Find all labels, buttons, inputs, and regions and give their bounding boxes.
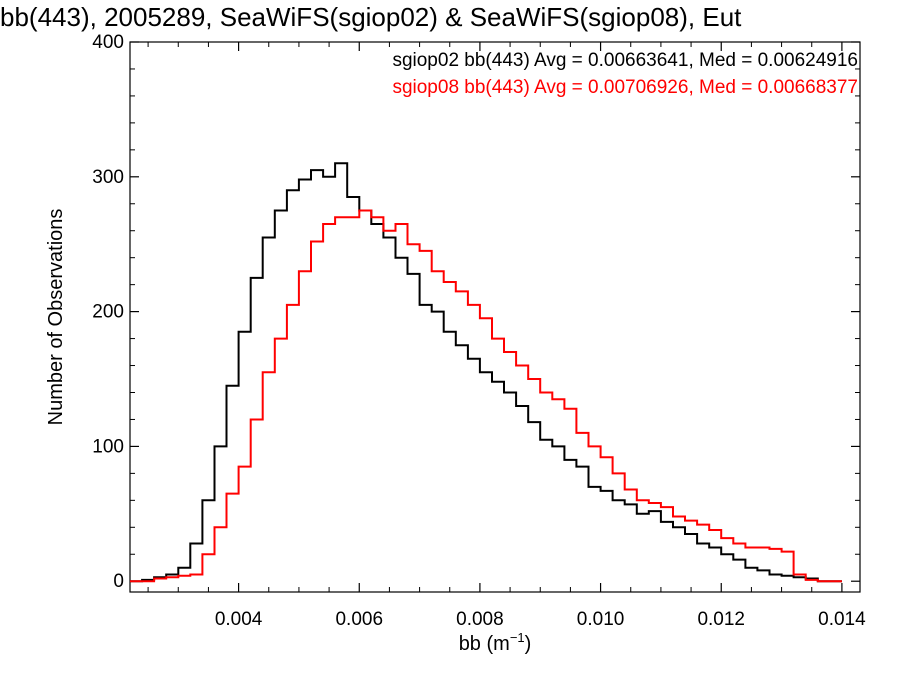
y-tick-label: 100 <box>92 436 124 457</box>
series-line-sgiop08 <box>130 209 842 583</box>
y-tick-label: 300 <box>92 167 124 188</box>
y-tick-label: 0 <box>113 571 124 592</box>
series-layer <box>130 162 842 583</box>
x-tick-label: 0.006 <box>335 609 383 630</box>
x-tick-label: 0.004 <box>215 609 263 630</box>
x-tick-label: 0.008 <box>456 609 504 630</box>
legend-entry-sgiop02: sgiop02 bb(443) Avg = 0.00663641, Med = … <box>392 50 858 71</box>
axes-layer: 0.004 0.006 0.008 0.010 0.012 0.014 0 100 200 300… <box>45 32 866 655</box>
chart-title: bb(443), 2005289, SeaWiFS(sgiop02) & Sea… <box>0 2 742 32</box>
x-axis-label: bb (m−1) <box>459 630 532 655</box>
series-line-sgiop02 <box>130 162 842 583</box>
x-tick-label: 0.014 <box>818 609 866 630</box>
x-tick-label: 0.012 <box>697 609 745 630</box>
y-tick-label: 400 <box>92 32 124 53</box>
legend-entry-sgiop08: sgiop08 bb(443) Avg = 0.00706926, Med = … <box>392 77 858 98</box>
y-axis-label: Number of Observations <box>45 209 67 426</box>
y-tick-label: 200 <box>92 302 124 323</box>
x-tick-label: 0.010 <box>577 609 625 630</box>
plot-frame <box>129 41 861 593</box>
